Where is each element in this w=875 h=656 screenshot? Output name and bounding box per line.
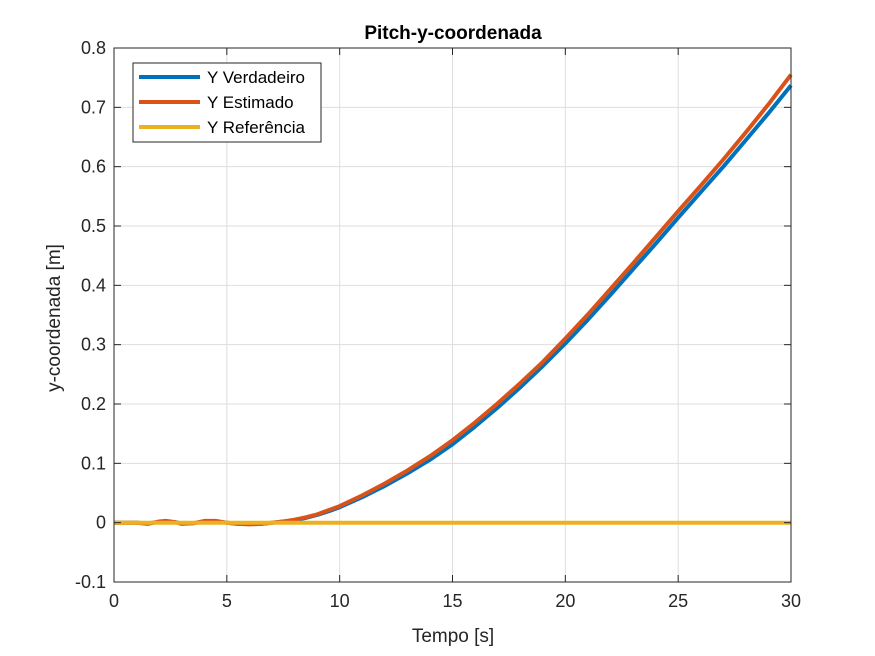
axis-ticks: 0 5 10 15 20 25 30-0.100.10.20.30.40.50.60.70.… [75,38,801,611]
x-axis-label: Tempo [s] [412,626,494,647]
x-tick-label: 5 [222,591,232,611]
x-tick-label: 0 [109,591,119,611]
y-tick-label: 0 [96,513,106,533]
chart-title: Pitch-y-coordenada [364,23,542,44]
legend-entry-label: Y Verdadeiro [207,68,305,87]
y-tick-label: 0.5 [81,216,106,236]
y-axis-label: y-coordenada [m] [44,244,65,392]
y-tick-label: -0.1 [75,572,106,592]
series-lines [114,73,793,527]
x-tick-label: 30 [781,591,801,611]
y-tick-label: 0.8 [81,38,106,58]
x-tick-label: 20 [555,591,575,611]
y-tick-label: 0.6 [81,157,106,177]
y-tick-label: 0.3 [81,335,106,355]
legend-entry-label: Y Referência [207,118,306,137]
x-tick-label: 15 [442,591,462,611]
y-tick-label: 0.1 [81,453,106,473]
y-tick-label: 0.2 [81,394,106,414]
y-tick-label: 0.4 [81,275,106,295]
x-tick-label: 10 [330,591,350,611]
y-tick-label: 0.7 [81,97,106,117]
legend: Y Verdadeiro Y Estimado Y Referência [132,62,322,143]
x-tick-label: 25 [668,591,688,611]
legend-entry-label: Y Estimado [207,93,294,112]
